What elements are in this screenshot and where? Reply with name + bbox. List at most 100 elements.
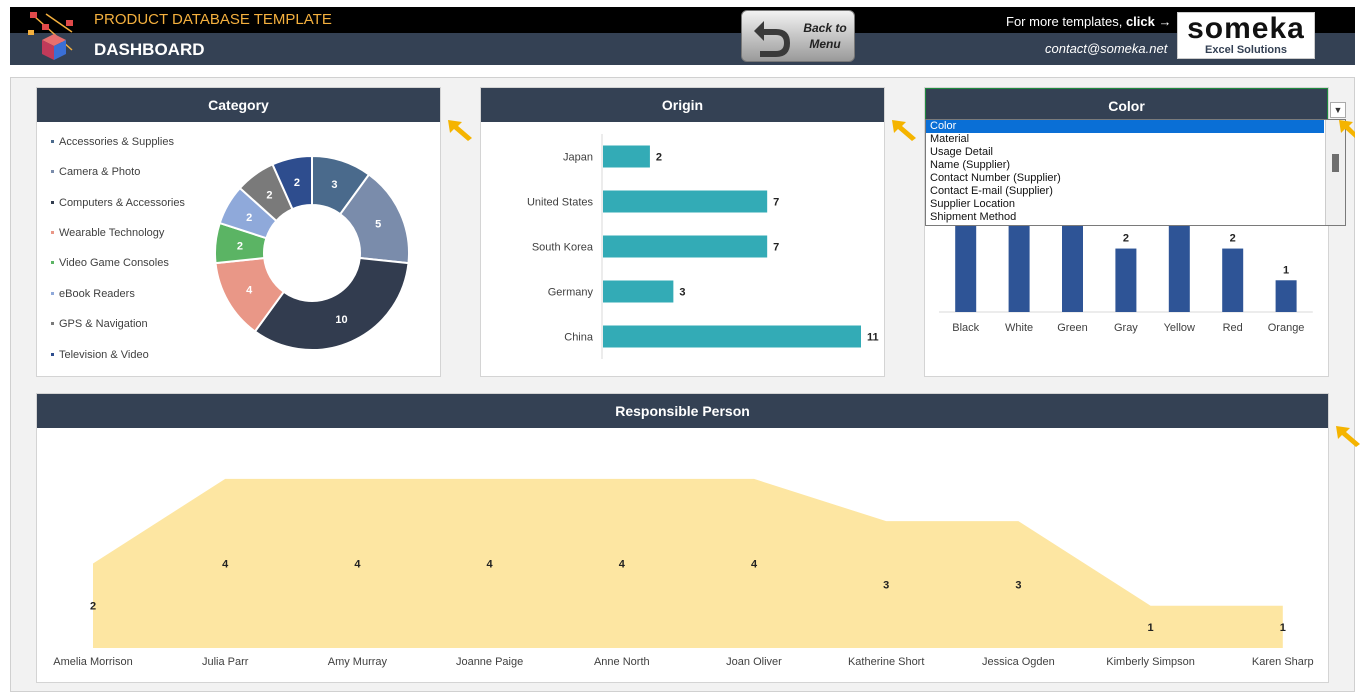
color-category-label: Green xyxy=(1057,322,1088,334)
person-category-label: Amelia Morrison xyxy=(53,656,132,668)
color-bar xyxy=(1222,248,1244,312)
dropdown-option[interactable]: Color xyxy=(926,120,1324,133)
person-data-label: 4 xyxy=(222,558,229,570)
color-title[interactable]: Color xyxy=(925,88,1328,122)
legend-item: Video Game Consoles xyxy=(51,257,201,270)
header-top-bar xyxy=(10,7,1355,33)
dropdown-option[interactable]: Material xyxy=(930,133,970,145)
more-templates-link[interactable]: For more templates, click → xyxy=(1006,14,1171,29)
legend-swatch xyxy=(51,170,54,173)
filter-arrow-icon[interactable] xyxy=(446,118,474,142)
legend-label: Television & Video xyxy=(59,349,149,361)
origin-data-label: 2 xyxy=(656,152,662,164)
person-data-label: 4 xyxy=(619,558,626,570)
color-bar xyxy=(1115,248,1137,312)
color-category-label: Yellow xyxy=(1164,322,1195,334)
origin-bar xyxy=(603,145,650,168)
color-category-label: Gray xyxy=(1114,322,1138,334)
origin-data-label: 3 xyxy=(679,287,685,299)
person-category-label: Julia Parr xyxy=(202,656,249,668)
person-data-label: 1 xyxy=(1280,622,1286,634)
person-data-label: 1 xyxy=(1148,622,1154,634)
responsible-person-area-chart: 2 Amelia Morrison 4 Julia Parr 4 Amy Murray 4 J… xyxy=(53,478,1314,668)
legend-swatch xyxy=(51,261,54,264)
legend-label: Accessories & Supplies xyxy=(59,136,174,148)
person-category-label: Karen Sharp xyxy=(1252,656,1314,668)
person-data-label: 3 xyxy=(1015,580,1021,592)
page-title: DASHBOARD xyxy=(94,40,205,59)
legend-swatch xyxy=(51,353,54,356)
contact-email[interactable]: contact@someka.net xyxy=(1045,41,1168,56)
legend-label: Computers & Accessories xyxy=(59,197,185,209)
dropdown-option[interactable]: Contact Number (Supplier) xyxy=(930,172,1061,184)
filter-arrow-icon[interactable] xyxy=(890,118,918,142)
legend-label: Camera & Photo xyxy=(59,166,141,178)
color-category-label: Black xyxy=(952,322,979,334)
color-category-label: Red xyxy=(1223,322,1243,334)
origin-title: Origin xyxy=(481,88,884,122)
origin-bar xyxy=(603,280,674,303)
app-header: PRODUCT DATABASE TEMPLATE DASHBOARD Back… xyxy=(0,0,1365,68)
origin-data-label: 7 xyxy=(773,242,779,254)
category-title: Category xyxy=(37,88,440,122)
app-title: PRODUCT DATABASE TEMPLATE xyxy=(94,11,332,28)
dropdown-option[interactable]: Shipment Method xyxy=(930,211,1017,223)
legend-swatch xyxy=(51,231,54,234)
donut-data-label: 5 xyxy=(375,219,381,231)
origin-category-label: United States xyxy=(527,197,594,209)
responsible-person-title: Responsible Person xyxy=(37,394,1328,428)
person-category-label: Joanne Paige xyxy=(456,656,523,668)
person-category-label: Amy Murray xyxy=(328,656,388,668)
donut-data-label: 10 xyxy=(335,314,347,326)
someka-logo[interactable]: someka Excel Solutions xyxy=(1177,12,1315,59)
header-bottom-bar xyxy=(10,33,1355,65)
legend-item: Camera & Photo xyxy=(51,166,201,179)
person-data-label: 4 xyxy=(354,558,361,570)
back-arrow-icon xyxy=(754,21,790,57)
dropdown-option[interactable]: Supplier Location xyxy=(930,198,1016,210)
chart-field-dropdown-button[interactable]: ▼ xyxy=(1330,102,1346,118)
origin-bar-chart: Japan 2 United States 7 South Korea 7 Germany 3… xyxy=(527,134,879,359)
legend-item: GPS & Navigation xyxy=(51,318,201,331)
donut-data-label: 2 xyxy=(266,189,272,201)
filter-arrow-icon[interactable] xyxy=(1334,424,1362,448)
donut-data-label: 4 xyxy=(246,284,253,296)
dropdown-option[interactable]: Usage Detail xyxy=(930,146,993,158)
area-series xyxy=(93,478,1283,648)
category-panel: Category Accessories & Supplies Camera & … xyxy=(36,87,441,377)
color-data-label: 1 xyxy=(1283,264,1289,276)
dropdown-option[interactable]: Contact E-mail (Supplier) xyxy=(930,185,1053,197)
legend-label: GPS & Navigation xyxy=(59,318,148,330)
legend-swatch xyxy=(51,140,54,143)
origin-data-label: 11 xyxy=(867,332,879,344)
more-templates-click: click → xyxy=(1125,14,1172,29)
dropdown-scrollbar[interactable] xyxy=(1325,120,1345,225)
donut-data-label: 3 xyxy=(331,179,337,191)
person-category-label: Anne North xyxy=(594,656,650,668)
color-bar xyxy=(1168,216,1190,312)
color-category-label: Orange xyxy=(1268,322,1305,334)
filter-arrow-icon[interactable] xyxy=(1337,118,1355,142)
legend-item: Television & Video xyxy=(51,349,201,362)
legend-swatch xyxy=(51,201,54,204)
chart-field-dropdown-list[interactable]: Color Material Usage Detail Name (Supplier)… xyxy=(925,119,1346,226)
legend-label: Video Game Consoles xyxy=(59,257,169,269)
legend-label: Wearable Technology xyxy=(59,227,165,239)
logo-subtitle: Excel Solutions xyxy=(1205,44,1287,56)
back-to-menu-button[interactable]: Back to Menu xyxy=(741,10,855,62)
donut-slice xyxy=(253,256,410,351)
person-data-label: 3 xyxy=(883,580,889,592)
responsible-person-panel: Responsible Person 2 Amelia Morrison 4 Juli… xyxy=(36,393,1329,683)
color-bar xyxy=(1275,280,1297,312)
legend-item: Wearable Technology xyxy=(51,227,201,240)
logo-name: someka xyxy=(1187,12,1305,45)
legend-swatch xyxy=(51,322,54,325)
dropdown-scroll-thumb[interactable] xyxy=(1332,154,1339,172)
dropdown-option[interactable]: Name (Supplier) xyxy=(930,159,1011,171)
origin-bar xyxy=(603,190,768,213)
back-to-menu-label: Back to Menu xyxy=(803,21,847,51)
category-donut-chart: 3 5 10 4 2 2 2 2 xyxy=(214,154,410,351)
donut-data-label: 2 xyxy=(237,240,243,252)
origin-category-label: South Korea xyxy=(532,242,594,254)
color-data-label: 2 xyxy=(1230,233,1236,245)
